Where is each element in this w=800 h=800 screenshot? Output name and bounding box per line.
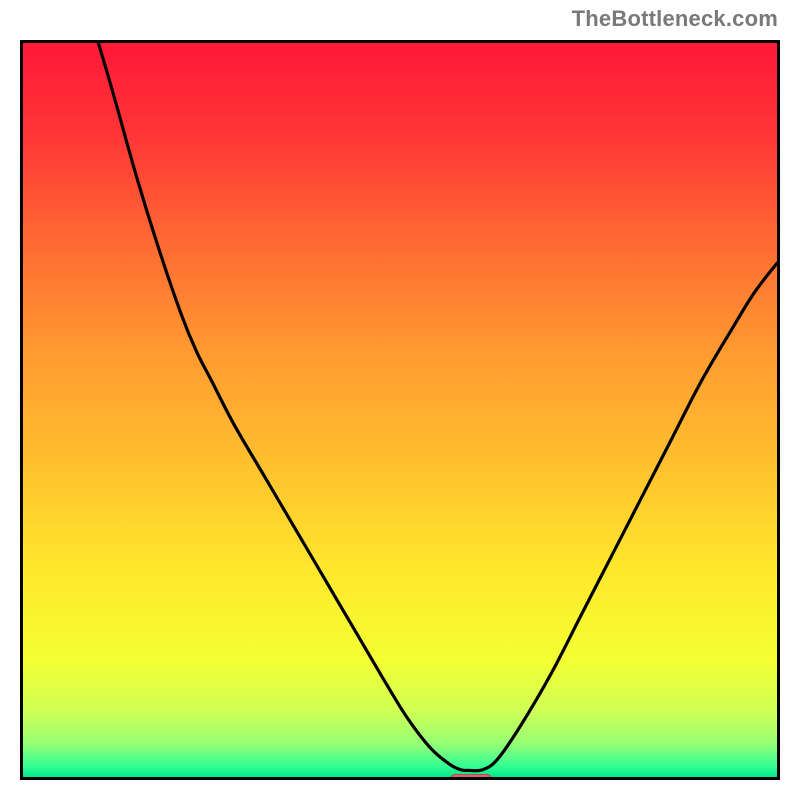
optimal-marker bbox=[449, 774, 493, 780]
chart-canvas: TheBottleneck.com bbox=[0, 0, 800, 800]
watermark-text: TheBottleneck.com bbox=[572, 6, 778, 32]
plot-area bbox=[20, 40, 780, 780]
bottleneck-curve bbox=[23, 43, 777, 777]
